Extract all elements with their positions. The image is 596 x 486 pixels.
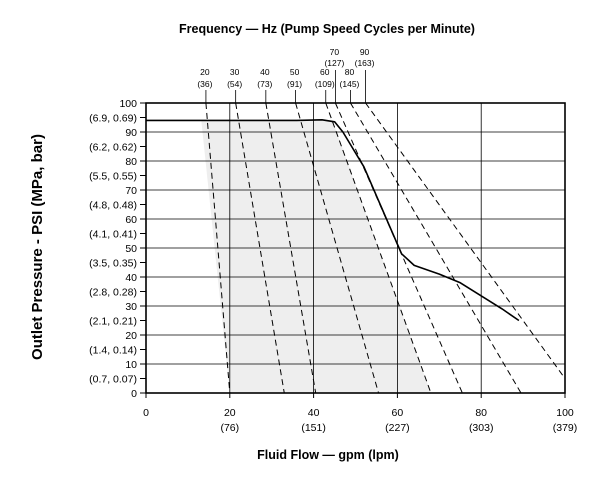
y-tick-label: (2.8, 0.28) xyxy=(89,286,137,298)
x-tick-sublabel: (303) xyxy=(469,422,494,434)
x-tick-label: 80 xyxy=(475,407,487,419)
frequency-cpm-label: (109) xyxy=(315,79,335,89)
tick-labels-layer: 20(36)30(54)40(73)50(91)60(109)70(127)80… xyxy=(89,47,577,434)
y-tick-label: (1.4, 0.14) xyxy=(89,344,137,356)
y-tick-label: 30 xyxy=(125,301,137,313)
y-tick-label: 0 xyxy=(131,388,137,400)
y-tick-label: 10 xyxy=(125,359,137,371)
chart-title: Frequency — Hz (Pump Speed Cycles per Mi… xyxy=(179,22,475,36)
frequency-hz-label: 70 xyxy=(330,47,340,57)
axes-layer xyxy=(140,102,566,398)
frequency-hz-label: 40 xyxy=(260,67,270,77)
y-tick-label: 40 xyxy=(125,272,137,284)
frequency-cpm-label: (54) xyxy=(227,79,242,89)
y-axis-label: Outlet Pressure - PSI (MPa, bar) xyxy=(29,134,46,360)
y-tick-label: (4.8, 0.48) xyxy=(89,199,137,211)
y-tick-label: (6.2, 0.62) xyxy=(89,141,137,153)
x-tick-sublabel: (76) xyxy=(220,422,239,434)
y-tick-label: 80 xyxy=(125,156,137,168)
frequency-line xyxy=(235,102,285,394)
frequency-line xyxy=(295,102,380,394)
x-tick-label: 20 xyxy=(224,407,236,419)
frequency-cpm-label: (163) xyxy=(355,58,375,68)
y-tick-label: (5.5, 0.55) xyxy=(89,170,137,182)
x-tick-sublabel: (379) xyxy=(553,422,578,434)
frequency-hz-label: 50 xyxy=(290,67,300,77)
x-tick-label: 40 xyxy=(308,407,320,419)
y-tick-label: 20 xyxy=(125,330,137,342)
frequency-cpm-label: (91) xyxy=(287,79,302,89)
y-tick-label: (6.9, 0.69) xyxy=(89,112,137,124)
x-tick-label: 60 xyxy=(392,407,404,419)
y-tick-label: 50 xyxy=(125,243,137,255)
x-tick-label: 100 xyxy=(556,407,574,419)
frequency-hz-label: 80 xyxy=(345,67,355,77)
y-tick-label: (0.7, 0.07) xyxy=(89,373,137,385)
frequency-line xyxy=(325,102,432,394)
y-tick-label: 60 xyxy=(125,214,137,226)
x-tick-label: 0 xyxy=(143,407,149,419)
frequency-line xyxy=(365,102,566,379)
y-tick-label: (3.5, 0.35) xyxy=(89,257,137,269)
y-tick-label: 100 xyxy=(119,98,137,110)
y-tick-label: (2.1, 0.21) xyxy=(89,315,137,327)
frequency-lines-layer xyxy=(205,70,566,394)
frequency-hz-label: 90 xyxy=(360,47,370,57)
grid-layer xyxy=(146,103,565,393)
y-tick-label: (4.1, 0.41) xyxy=(89,228,137,240)
performance-curve xyxy=(146,119,520,322)
frequency-line xyxy=(265,102,317,394)
frequency-line xyxy=(350,102,522,394)
frequency-cpm-label: (145) xyxy=(340,79,360,89)
x-tick-sublabel: (151) xyxy=(301,422,326,434)
frequency-line xyxy=(205,102,231,394)
frequency-cpm-label: (73) xyxy=(257,79,272,89)
frequency-hz-label: 30 xyxy=(230,67,240,77)
operating-region-layer xyxy=(201,120,431,394)
frequency-cpm-label: (127) xyxy=(324,58,344,68)
x-tick-sublabel: (227) xyxy=(385,422,410,434)
frequency-hz-label: 20 xyxy=(200,67,210,77)
frequency-line xyxy=(334,102,463,394)
performance-curve-layer xyxy=(146,119,520,322)
y-tick-label: 90 xyxy=(125,127,137,139)
frequency-cpm-label: (36) xyxy=(197,79,212,89)
x-axis-label: Fluid Flow — gpm (lpm) xyxy=(257,448,399,462)
operating-region xyxy=(201,120,431,394)
frequency-hz-label: 60 xyxy=(320,67,330,77)
y-tick-label: 70 xyxy=(125,185,137,197)
